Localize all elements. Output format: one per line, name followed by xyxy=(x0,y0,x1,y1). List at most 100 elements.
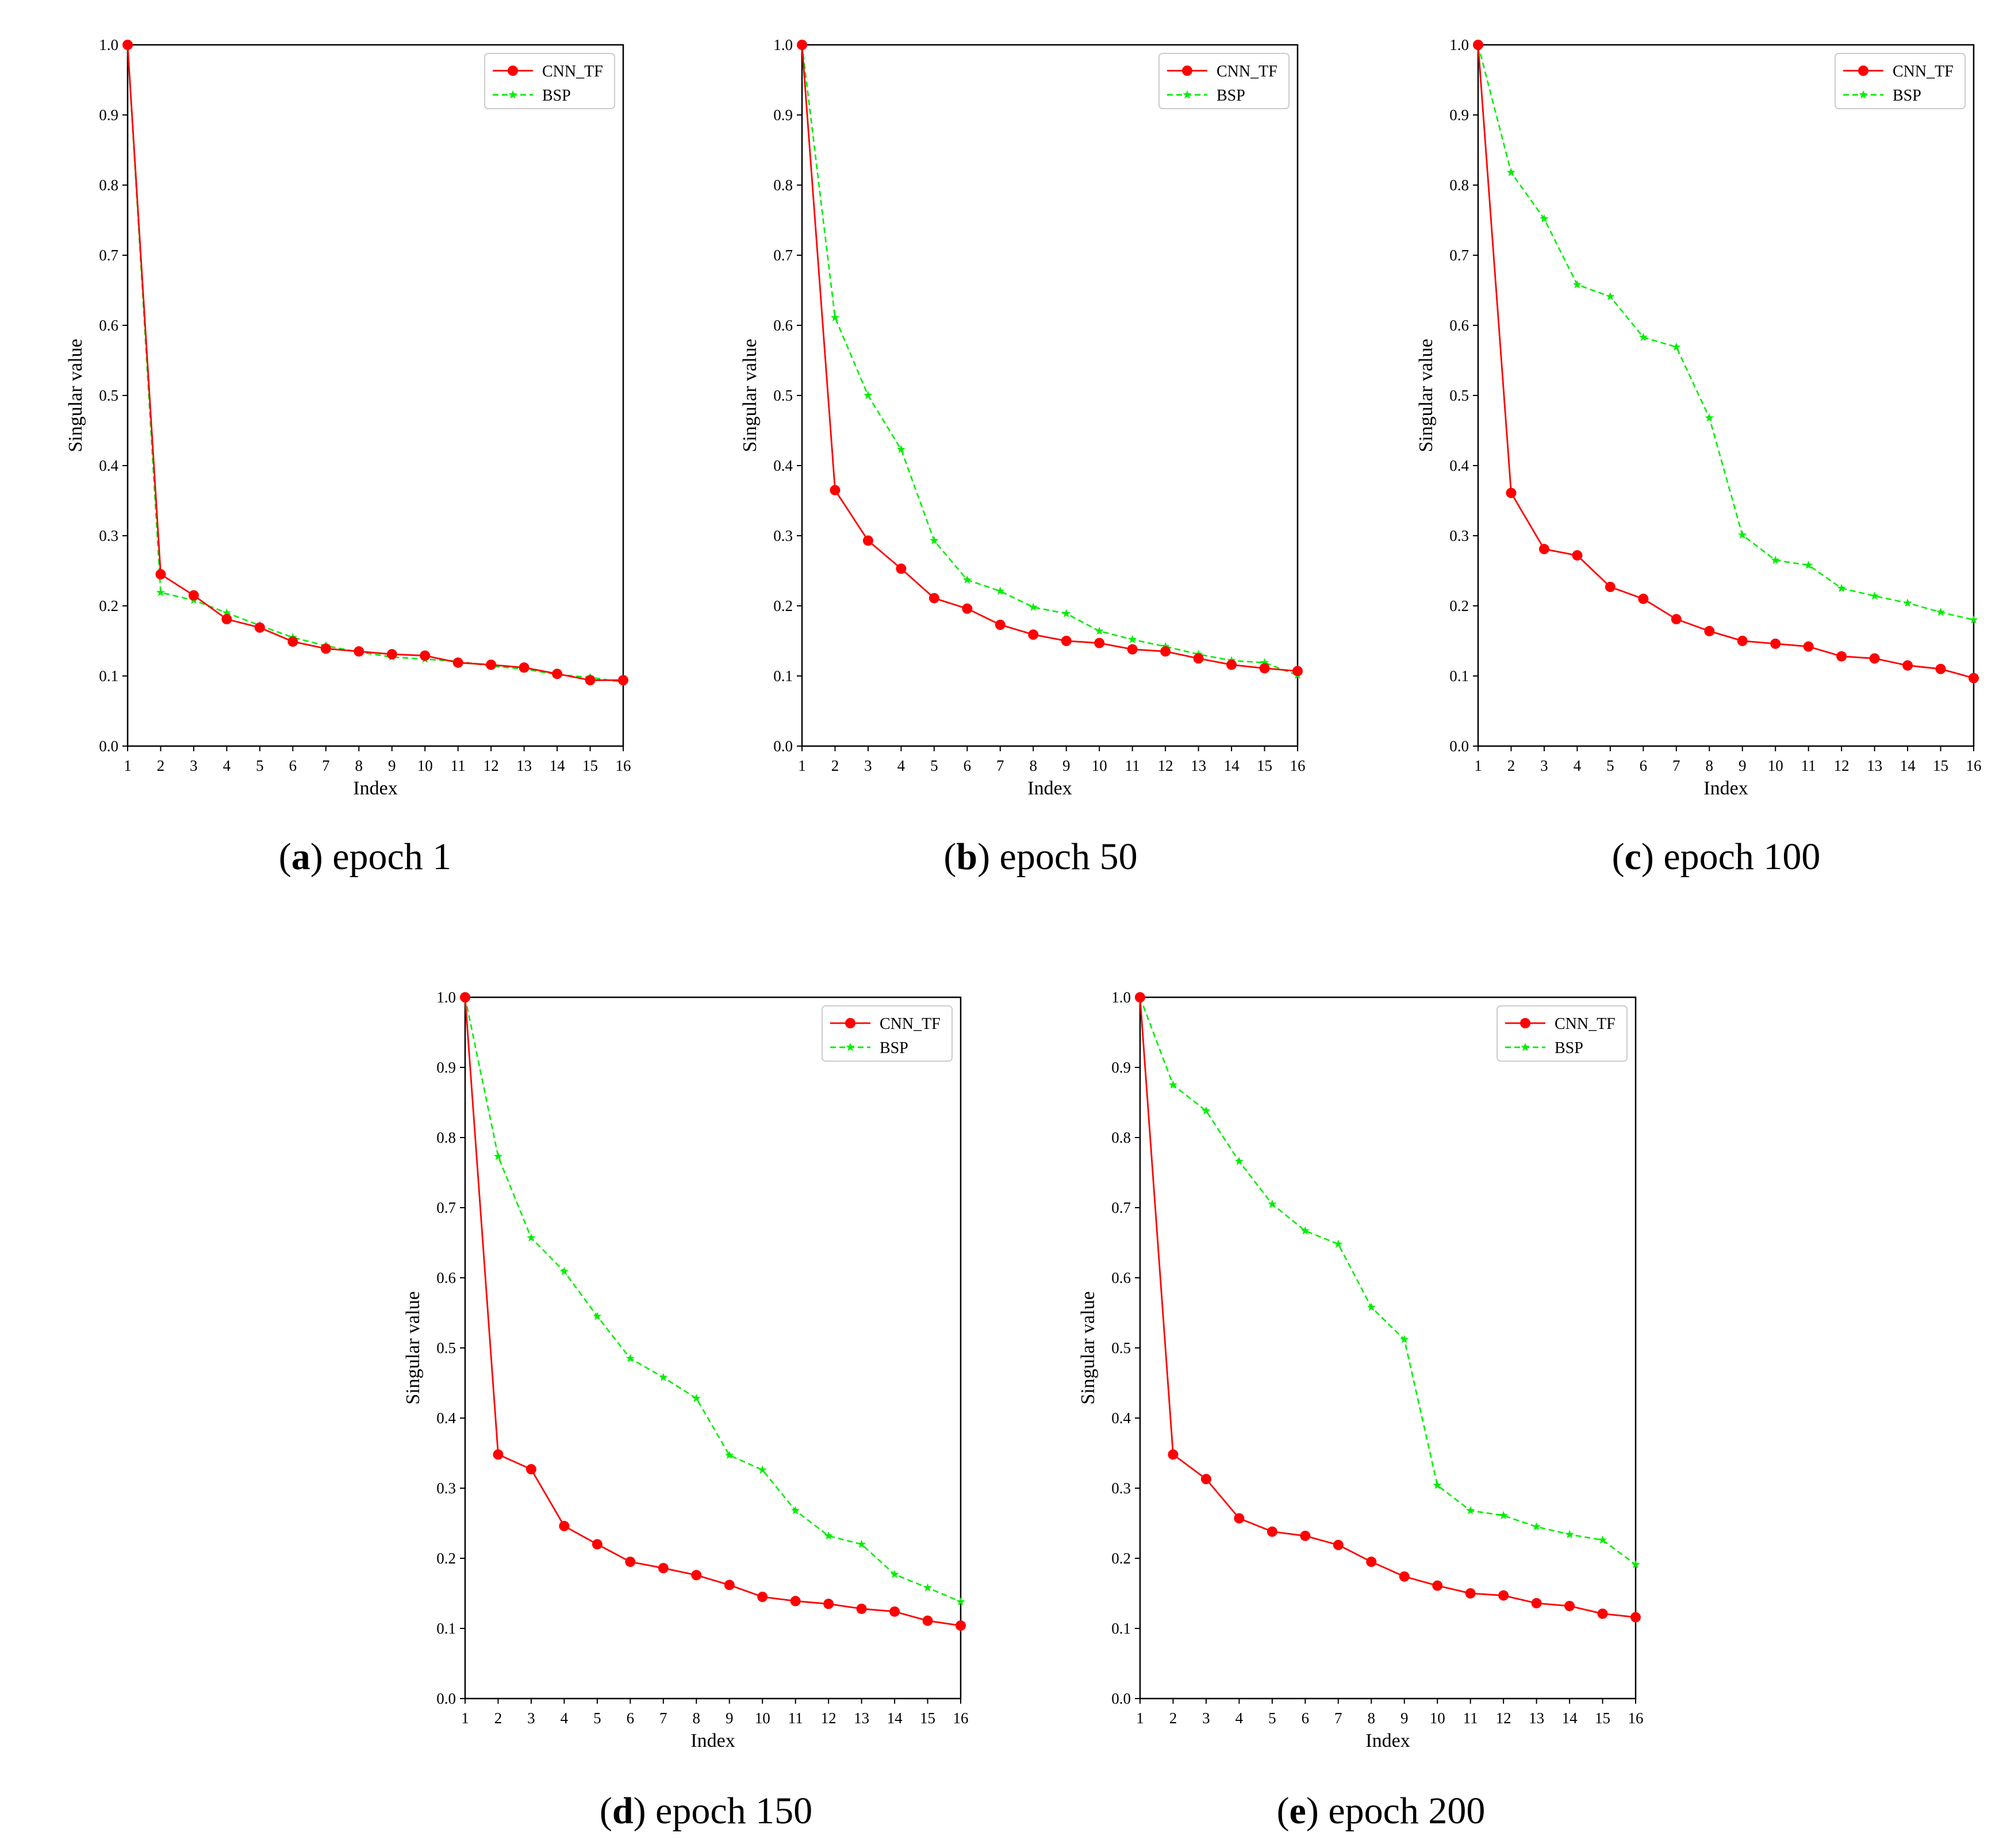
y-tick-label: 1.0 xyxy=(773,36,793,53)
data-point-bsp xyxy=(1095,626,1104,635)
data-point-cnn-tf xyxy=(1506,487,1517,498)
y-tick-label: 0.6 xyxy=(1449,317,1469,334)
data-point-cnn-tf xyxy=(525,1464,536,1475)
x-axis-label: Index xyxy=(1027,778,1072,799)
legend-marker xyxy=(508,90,517,99)
chart-panel-c: 0.00.10.20.30.40.50.60.70.80.91.01 2 3 4 5 6 7… xyxy=(1415,36,1982,799)
panel-caption: (a) epoch 1 xyxy=(279,836,452,878)
data-point-cnn-tf xyxy=(1267,1526,1277,1537)
x-tick-label: 4 xyxy=(223,757,231,774)
panel-caption: (b) epoch 50 xyxy=(943,836,1137,878)
x-tick-label: 14 xyxy=(1900,757,1916,774)
y-tick-label: 0.7 xyxy=(1111,1199,1131,1216)
data-point-cnn-tf xyxy=(1028,629,1039,640)
legend-label: BSP xyxy=(1555,1039,1583,1057)
data-point-cnn-tf xyxy=(1638,593,1649,604)
y-tick-label: 0.7 xyxy=(99,247,118,264)
data-point-cnn-tf xyxy=(922,1615,933,1626)
caption-paren-open: ( xyxy=(279,836,291,878)
x-tick-label: 13 xyxy=(516,757,532,774)
x-tick-label: 2 xyxy=(494,1709,502,1727)
data-point-bsp xyxy=(156,587,166,597)
y-tick-label: 1.0 xyxy=(436,989,456,1006)
caption-paren-open: ( xyxy=(943,836,956,878)
caption-letter: c xyxy=(1625,836,1641,878)
y-tick-label: 0.0 xyxy=(99,737,118,755)
x-tick-label: 4 xyxy=(1574,757,1582,774)
x-tick-label: 5 xyxy=(930,757,938,774)
data-point-cnn-tf xyxy=(896,563,907,574)
y-tick-label: 0.3 xyxy=(1449,527,1469,544)
series-line-cnn-tf xyxy=(1477,44,1974,679)
data-point-cnn-tf xyxy=(1902,660,1913,671)
y-tick-label: 0.3 xyxy=(1111,1480,1131,1497)
data-point-cnn-tf xyxy=(320,643,331,654)
data-point-cnn-tf xyxy=(1572,550,1583,561)
data-point-bsp xyxy=(1400,1335,1409,1343)
plot-area xyxy=(126,44,624,747)
x-tick-label: 11 xyxy=(1463,1709,1478,1727)
x-tick-label: 12 xyxy=(1496,1709,1511,1727)
y-axis-label: Singular value xyxy=(65,339,86,452)
data-point-cnn-tf xyxy=(1061,636,1072,646)
data-point-bsp xyxy=(824,1531,833,1540)
panel-caption: (e) epoch 200 xyxy=(1277,1790,1486,1832)
data-point-cnn-tf xyxy=(452,657,463,668)
data-point-bsp xyxy=(1572,280,1582,289)
caption-text: epoch 150 xyxy=(655,1790,812,1832)
x-tick-label: 15 xyxy=(1257,757,1272,774)
data-point-cnn-tf xyxy=(493,1449,504,1460)
x-tick-label: 10 xyxy=(1768,757,1783,774)
y-tick-label: 0.1 xyxy=(1449,667,1469,685)
x-tick-label: 15 xyxy=(1933,757,1948,774)
x-tick-label: 7 xyxy=(996,757,1004,774)
x-axis-label: Index xyxy=(1365,1730,1410,1751)
data-point-cnn-tf xyxy=(1630,1612,1641,1623)
data-point-cnn-tf xyxy=(1803,641,1814,652)
data-point-bsp xyxy=(1062,609,1071,617)
x-tick-label: 15 xyxy=(1595,1709,1610,1727)
series-line-cnn-tf xyxy=(126,44,623,681)
legend-label: BSP xyxy=(880,1039,908,1057)
legend-label: CNN_TF xyxy=(1893,63,1954,80)
legend-marker xyxy=(1520,1018,1530,1028)
plot-area xyxy=(801,44,1299,747)
data-point-cnn-tf xyxy=(1259,663,1270,674)
y-tick-label: 0.4 xyxy=(436,1409,456,1427)
data-point-bsp xyxy=(930,536,939,544)
legend-box xyxy=(1835,53,1966,109)
x-tick-label: 1 xyxy=(461,1709,469,1727)
x-tick-label: 7 xyxy=(1672,757,1680,774)
y-tick-label: 0.1 xyxy=(99,667,118,685)
data-point-cnn-tf xyxy=(155,569,166,580)
series-line-bsp xyxy=(1477,44,1974,621)
legend: CNN_TF BSP xyxy=(1497,1005,1628,1062)
y-tick-label: 0.5 xyxy=(773,387,793,404)
data-point-cnn-tf xyxy=(797,40,807,50)
legend-marker xyxy=(508,66,518,76)
y-tick-label: 0.3 xyxy=(436,1480,456,1497)
data-point-cnn-tf xyxy=(790,1596,801,1607)
y-tick-label: 0.7 xyxy=(773,247,793,264)
x-tick-label: 4 xyxy=(561,1709,569,1727)
x-tick-label: 13 xyxy=(1529,1709,1544,1727)
data-point-cnn-tf xyxy=(287,636,298,647)
x-tick-label: 16 xyxy=(1966,757,1982,774)
data-point-cnn-tf xyxy=(1969,673,1979,683)
data-point-bsp xyxy=(1639,332,1648,341)
x-tick-label: 6 xyxy=(964,757,972,774)
data-point-cnn-tf xyxy=(1234,1513,1245,1524)
y-tick-label: 0.2 xyxy=(773,597,793,614)
chart-panel-d: 0.00.10.20.30.40.50.60.70.80.91.01 2 3 4 5 6 7… xyxy=(402,989,969,1751)
data-point-bsp xyxy=(962,575,972,584)
caption-text: epoch 100 xyxy=(1663,836,1820,878)
data-point-cnn-tf xyxy=(1094,637,1105,648)
data-point-bsp xyxy=(956,1597,965,1606)
data-point-cnn-tf xyxy=(585,675,596,686)
y-tick-label: 0.7 xyxy=(436,1199,456,1216)
x-tick-label: 11 xyxy=(788,1709,803,1727)
x-tick-label: 3 xyxy=(1202,1709,1210,1727)
caption-paren-close: ) xyxy=(310,836,332,878)
y-tick-label: 0.9 xyxy=(99,106,118,124)
x-tick-label: 9 xyxy=(1400,1709,1409,1727)
